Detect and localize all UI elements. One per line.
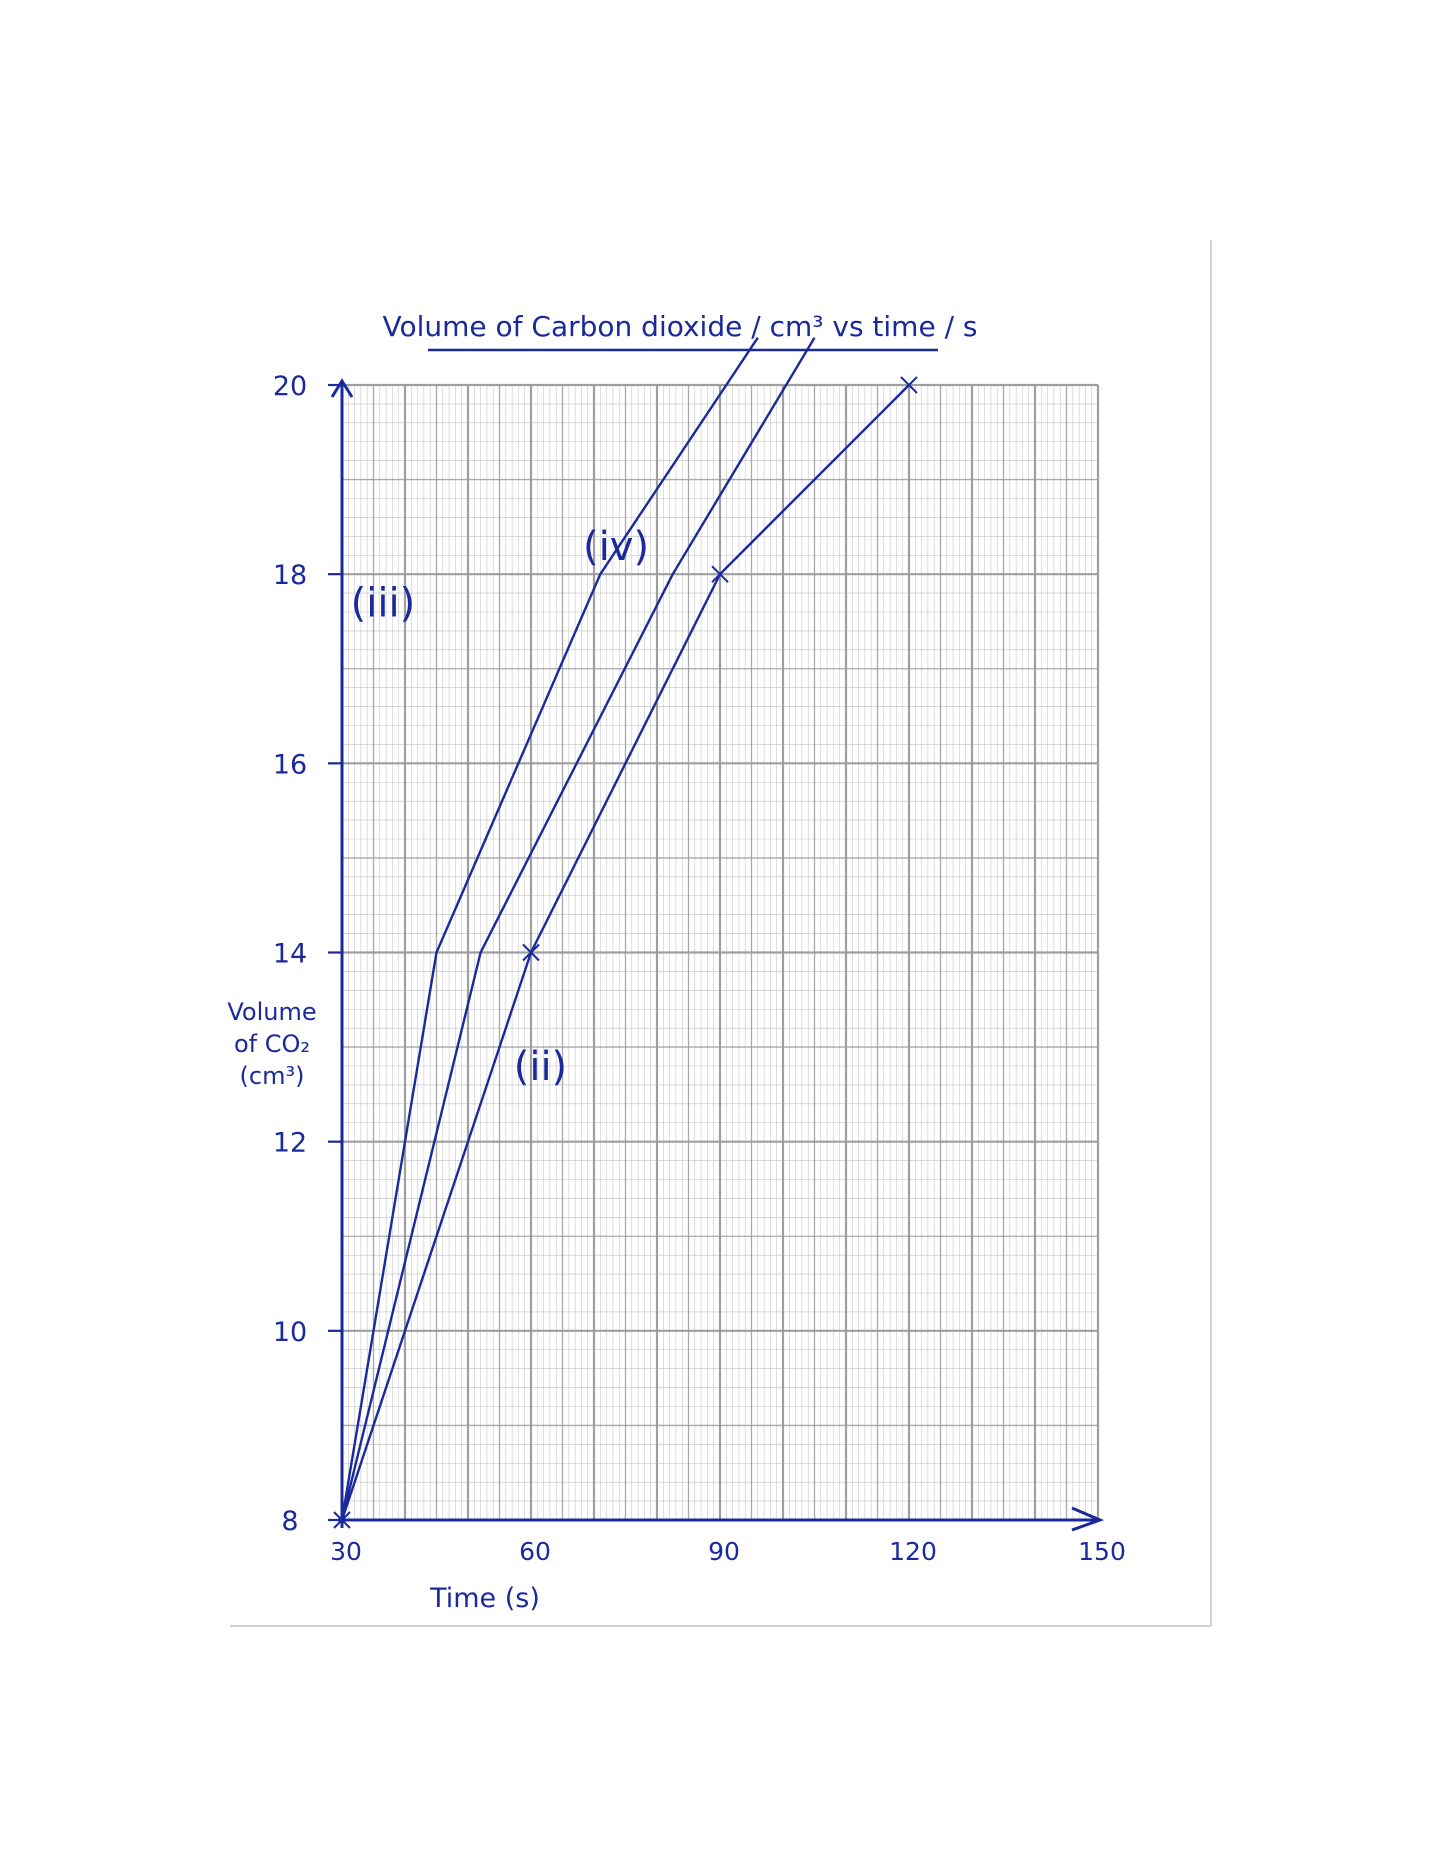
y-tick-label: 16 bbox=[273, 749, 307, 780]
y-axis-arrow bbox=[330, 378, 354, 398]
x-axis-label: Time (s) bbox=[429, 1583, 540, 1614]
grid bbox=[340, 383, 1100, 1522]
series-line bbox=[340, 384, 910, 1521]
x-tick-label: 120 bbox=[889, 1537, 937, 1566]
y-tick-label: 20 bbox=[273, 371, 307, 402]
x-axis-arrow bbox=[1071, 1506, 1105, 1532]
series-line bbox=[340, 337, 816, 1521]
data-point-marker bbox=[711, 565, 729, 583]
chart-text: 8 10 12 14 16 18 20 30 60 90 120 150 (iii) (iv) (ii) Vo… bbox=[227, 310, 1125, 1614]
axes bbox=[328, 378, 1105, 1532]
y-tick-label: 8 bbox=[281, 1506, 298, 1537]
data-point-marker bbox=[333, 1511, 351, 1529]
y-axis-label: (cm³) bbox=[240, 1062, 305, 1090]
y-axis-label: of CO₂ bbox=[234, 1030, 310, 1058]
y-tick-label: 12 bbox=[273, 1128, 307, 1159]
series-label: (ii) bbox=[514, 1044, 567, 1090]
x-tick-label: 150 bbox=[1078, 1537, 1126, 1566]
series-lines bbox=[333, 337, 918, 1529]
x-tick-label: 30 bbox=[330, 1537, 362, 1566]
y-tick-label: 18 bbox=[273, 560, 307, 591]
data-point-marker bbox=[522, 943, 540, 962]
y-tick-label: 10 bbox=[273, 1317, 307, 1348]
series-line bbox=[340, 337, 759, 1521]
y-tick-label: 14 bbox=[273, 939, 307, 970]
y-axis-label: Volume bbox=[227, 998, 316, 1026]
series-label: (iv) bbox=[583, 524, 649, 570]
chart-title: Volume of Carbon dioxide / cm³ vs time /… bbox=[382, 310, 977, 343]
x-tick-label: 90 bbox=[708, 1537, 740, 1566]
data-point-marker bbox=[900, 376, 918, 394]
x-tick-label: 60 bbox=[519, 1537, 551, 1566]
series-label: (iii) bbox=[351, 581, 416, 627]
